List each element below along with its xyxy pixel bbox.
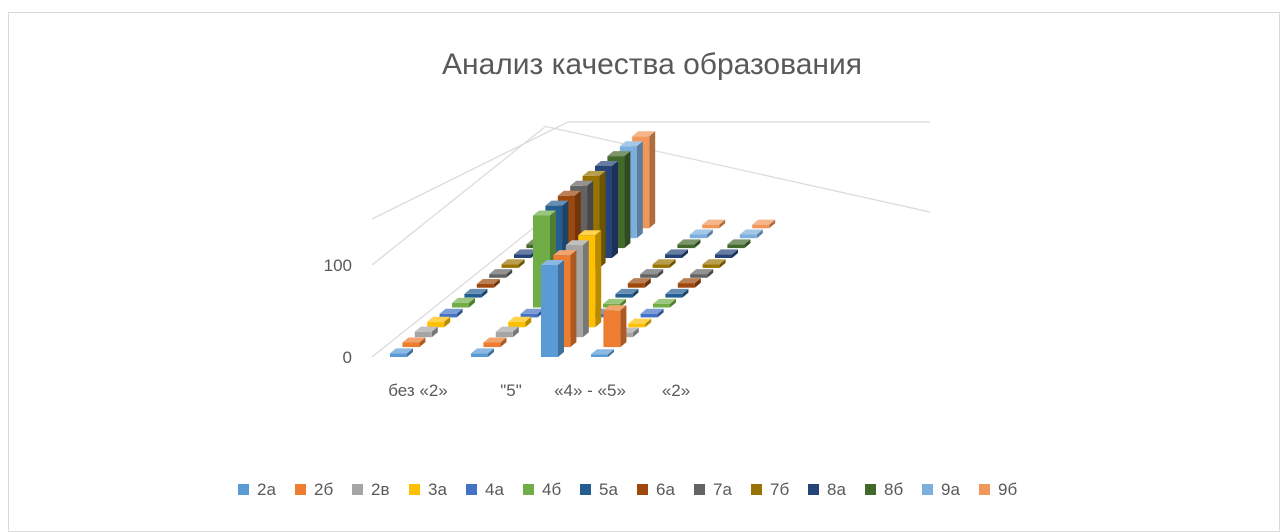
legend-label: 8а [827, 480, 846, 499]
legend-item-6а: 6а [637, 480, 675, 499]
legend-item-8б: 8б [865, 480, 903, 499]
bar-9а-2 [689, 229, 713, 239]
y-tick-label: 100 [324, 256, 352, 275]
legend-item-2в: 2в [352, 480, 390, 499]
legend-swatch [523, 484, 534, 495]
legend: 2а 2б 2в 3а 4а 4б 5а 6а 7а 7б 8а 8б 9а 9б [238, 480, 1017, 499]
legend-swatch [922, 484, 933, 495]
legend-label: 7б [770, 480, 789, 499]
legend-label: 4а [485, 480, 504, 499]
bar-2б-0 [402, 337, 426, 348]
bar-5а-2 [615, 288, 639, 298]
y-axis-ticks: 0 100 [324, 256, 352, 367]
bar-7а-3 [690, 269, 714, 278]
legend-label: 9а [941, 480, 960, 499]
legend-label: 7а [713, 480, 732, 499]
chart-title: Анализ качества образования [442, 48, 862, 81]
bar-2а-1 [471, 348, 494, 357]
bar-9б-2 [702, 219, 726, 229]
legend-item-9б: 9б [979, 480, 1017, 499]
legend-label: 9б [998, 480, 1017, 499]
legend-item-2б: 2б [295, 480, 333, 499]
bar-2б-1 [483, 337, 507, 348]
legend-item-8а: 8а [808, 480, 846, 499]
chart-frame [8, 12, 1280, 532]
bar-2а-2 [541, 260, 564, 357]
bar-layer [390, 131, 776, 357]
legend-swatch [238, 484, 249, 495]
legend-swatch [751, 484, 762, 495]
chart-svg: Анализ качества образования 0 100 без «2»… [238, 48, 1017, 499]
legend-swatch [580, 484, 591, 495]
bar-6а-3 [677, 278, 701, 288]
legend-swatch [409, 484, 420, 495]
legend-item-5а: 5а [580, 480, 618, 499]
chart-area: Анализ качества образования 0 100 без «2»… [8, 12, 1280, 532]
bar-9б-3 [752, 219, 776, 229]
bar-4а-0 [439, 308, 463, 318]
legend-item-4б: 4б [523, 480, 561, 499]
bar-8б-3 [727, 239, 751, 249]
legend-swatch [637, 484, 648, 495]
legend-item-4а: 4а [466, 480, 504, 499]
legend-label: 2в [371, 480, 390, 499]
legend-item-9а: 9а [922, 480, 960, 499]
bar-7а-2 [640, 269, 664, 278]
bar-4б-0 [452, 297, 475, 308]
floor-depth-line [371, 217, 546, 358]
legend-label: 4б [542, 480, 561, 499]
bar-7а-0 [489, 269, 513, 278]
grid-layer [371, 121, 931, 358]
bar-5а-3 [665, 288, 689, 298]
legend-swatch [865, 484, 876, 495]
x-axis-ticks: без «2» "5" «4» - «5» «2» [388, 381, 690, 400]
bar-2в-1 [495, 326, 519, 338]
y-tick-label: 0 [343, 348, 352, 367]
legend-label: 2б [314, 480, 333, 499]
legend-item-2а: 2а [238, 480, 276, 499]
bar-3а-1 [508, 316, 532, 328]
legend-swatch [352, 484, 363, 495]
legend-item-3а: 3а [409, 480, 447, 499]
x-tick-label: «2» [662, 381, 690, 400]
legend-swatch [466, 484, 477, 495]
x-tick-label: "5" [500, 381, 522, 400]
legend-swatch [694, 484, 705, 495]
bar-2а-3 [591, 349, 614, 357]
bar-3а-0 [427, 316, 451, 328]
bar-8б-2 [677, 239, 701, 249]
bar-8а-2 [665, 249, 688, 258]
x-tick-label: без «2» [388, 381, 448, 400]
bar-8а-3 [715, 249, 738, 258]
bar-2в-0 [414, 326, 438, 338]
x-tick-label: «4» - «5» [554, 381, 626, 400]
gridline-top-depth [371, 121, 569, 220]
bar-4а-3 [640, 308, 664, 318]
bar-7б-3 [702, 259, 726, 268]
bar-2а-0 [390, 348, 413, 357]
bar-3а-3 [628, 318, 652, 328]
bar-6а-0 [476, 279, 500, 288]
bar-5а-0 [464, 288, 488, 298]
gridline-100-depth [371, 125, 546, 266]
gridline-100-back [545, 125, 931, 213]
bar-7б-0 [501, 259, 525, 268]
legend-label: 6а [656, 480, 675, 499]
legend-swatch [979, 484, 990, 495]
legend-swatch [295, 484, 306, 495]
legend-label: 3а [428, 480, 447, 499]
bar-9а-3 [739, 229, 763, 239]
bar-4б-3 [653, 298, 676, 308]
bar-7б-2 [652, 259, 676, 268]
legend-label: 2а [257, 480, 276, 499]
legend-item-7б: 7б [751, 480, 789, 499]
legend-label: 5а [599, 480, 618, 499]
bar-6а-2 [627, 278, 651, 288]
bar-2б-3 [603, 305, 627, 348]
legend-item-7а: 7а [694, 480, 732, 499]
legend-label: 8б [884, 480, 903, 499]
legend-swatch [808, 484, 819, 495]
